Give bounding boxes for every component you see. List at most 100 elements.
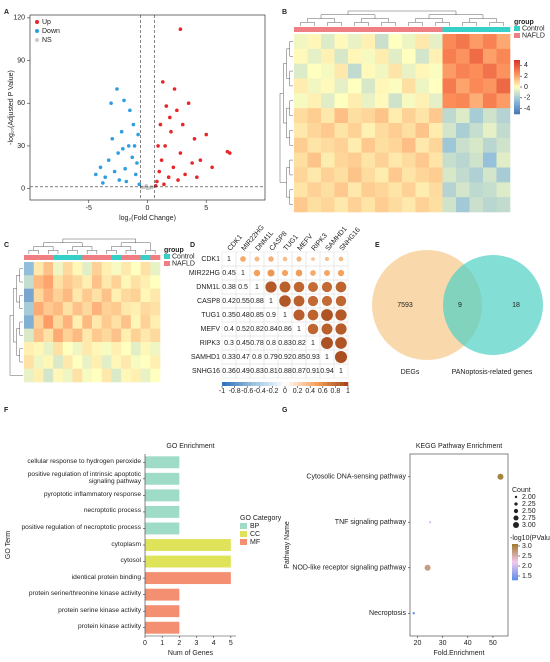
corr-circle	[268, 256, 274, 262]
heatmap-cell	[33, 342, 44, 356]
heatmap-cell	[62, 368, 73, 383]
heatmap-cell	[415, 182, 430, 198]
heatmap-cell	[388, 167, 403, 183]
heatmap-cell	[402, 152, 416, 168]
colorbar-slice	[514, 69, 520, 72]
size-legend-title: Count	[512, 487, 531, 494]
heatmap-cell	[334, 108, 349, 124]
heatmap-cell	[415, 34, 430, 50]
corr-value: 1	[311, 340, 315, 347]
colorbar-slice	[512, 560, 518, 563]
heatmap-cell	[442, 93, 457, 109]
heatmap-cell	[334, 167, 349, 183]
legend-label: NAFLD	[522, 32, 545, 39]
heatmap-cell	[334, 93, 349, 109]
corr-value: 0.33	[222, 354, 236, 361]
corr-value: 0.52	[236, 326, 250, 333]
heatmap-cell	[483, 123, 497, 139]
colorbar-tick-label: 2.0	[522, 563, 532, 570]
colorbar-slice	[322, 382, 328, 386]
data-point	[103, 175, 107, 180]
group-bar	[150, 255, 161, 260]
colorbar-tick-label: 0	[524, 84, 528, 91]
panel-label: C	[4, 242, 9, 249]
data-point	[94, 172, 98, 177]
corr-circle	[335, 323, 347, 335]
size-legend-label: 2.25	[522, 501, 536, 508]
heatmap-cell	[496, 123, 511, 139]
data-point	[178, 27, 183, 32]
heatmap-cell	[24, 262, 35, 276]
corr-circle	[335, 295, 347, 307]
heatmap-cell	[130, 342, 141, 356]
heatmap-cell	[388, 182, 403, 198]
panel-label: B	[282, 9, 287, 16]
corr-circle	[337, 269, 345, 277]
heatmap-cell	[483, 78, 497, 94]
heatmap-cell	[334, 48, 349, 64]
bar	[145, 605, 180, 618]
colorbar-slice	[512, 546, 518, 548]
colorbar-tick-label: 0.2	[293, 388, 303, 395]
heatmap-cell	[402, 108, 416, 124]
colorbar-slice	[512, 547, 518, 550]
data-point	[135, 161, 139, 165]
size-legend-marker	[513, 522, 519, 528]
colorbar-slice	[512, 552, 518, 554]
heatmap-cell	[150, 262, 161, 276]
heatmap-cell	[496, 167, 511, 183]
heatmap-cell	[483, 48, 497, 64]
heatmap-cell	[111, 368, 122, 383]
heatmap-cell	[82, 368, 93, 383]
y-tick-label: identical protein binding	[71, 573, 141, 581]
colorbar-slice	[234, 382, 240, 386]
corr-value: 0.38	[222, 284, 236, 291]
colorbar-slice	[306, 382, 311, 386]
heatmap-cell	[348, 137, 362, 153]
colorbar-slice	[512, 570, 518, 572]
y-tick-label: 60	[17, 100, 25, 107]
colorbar-slice	[512, 566, 518, 569]
heatmap-cell	[82, 275, 93, 289]
heatmap-cell	[62, 328, 73, 343]
data-point	[98, 165, 103, 170]
heatmap-cell	[469, 123, 484, 139]
colorbar-slice	[512, 558, 518, 560]
data-point	[227, 151, 232, 155]
colorbar-slice	[327, 382, 332, 386]
corr-value: 0.87	[292, 368, 306, 375]
colorbar-slice	[514, 65, 520, 68]
heatmap-cell	[150, 302, 161, 316]
data-point	[145, 186, 150, 190]
heatmap-cell	[456, 48, 470, 64]
heatmap-cell	[140, 288, 151, 303]
y-tick-label: protein serine/threonine kinase activity	[28, 590, 141, 598]
corr-circle	[307, 309, 319, 321]
group-bar	[130, 255, 141, 260]
data-point	[164, 104, 169, 108]
y-tick-label: positive regulation of necroptotic proce…	[21, 523, 142, 531]
group-bar	[388, 27, 403, 32]
heatmap-cell	[294, 182, 308, 198]
heatmap-cell	[53, 302, 64, 316]
colorbar-slice	[514, 83, 520, 86]
heatmap-cell	[483, 34, 497, 50]
data-point	[132, 144, 137, 148]
group-bar	[294, 27, 308, 32]
y-tick-label: 30	[17, 143, 25, 150]
colorbar-slice	[251, 382, 256, 386]
heatmap-cell	[140, 302, 151, 316]
heatmap-cell	[82, 315, 93, 329]
chart-title: KEGG Pathway Enrichment	[416, 443, 502, 450]
y-tick-label: Cytosolic DNA-sensing pathway	[306, 474, 406, 481]
heatmap-cell	[130, 288, 141, 303]
heatmap-cell	[294, 93, 308, 109]
heatmap-cell	[321, 93, 335, 109]
heatmap-cell	[294, 152, 308, 168]
heatmap-cell	[442, 108, 457, 124]
heatmap-cell	[456, 152, 470, 168]
heatmap-cell	[361, 78, 376, 94]
row-label: DNM1L	[196, 284, 220, 291]
heatmap-cell	[348, 34, 362, 50]
